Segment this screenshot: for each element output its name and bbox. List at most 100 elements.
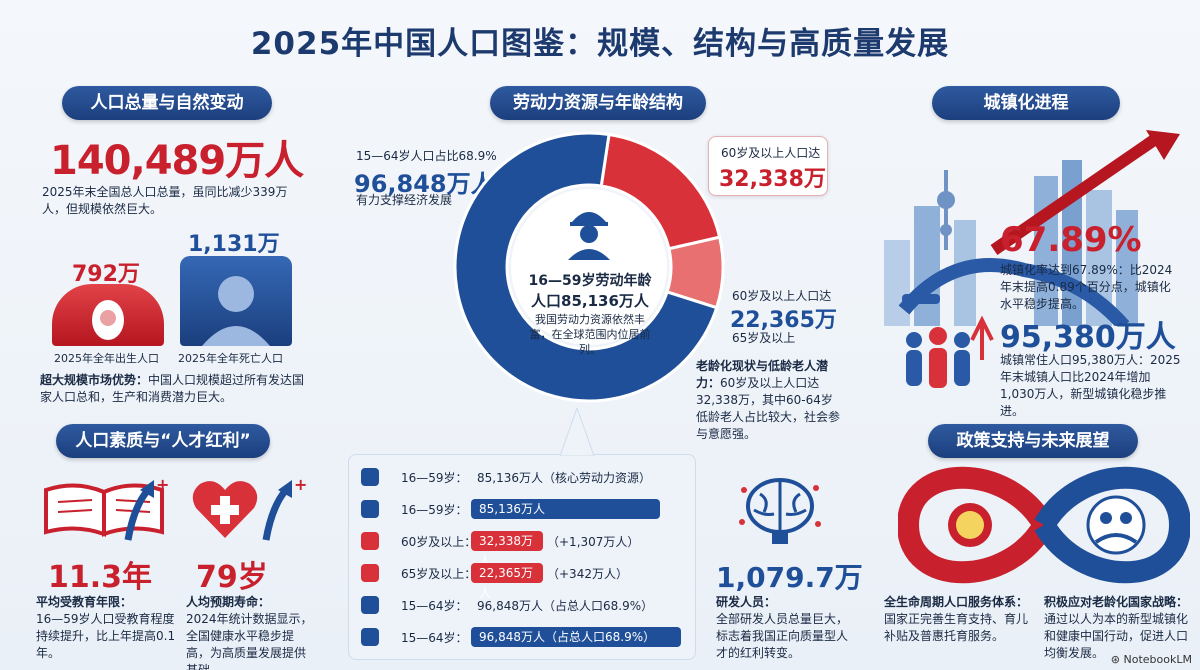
life-text: 人均预期寿命： 2024年统计数据显示，全国健康水平稳步提高，为高质量发展提供基… [186,594,316,670]
section-header-urban: 城镇化进程 [932,86,1120,120]
research-text: 研发人员： 全部研发人员总量巨大，标志着我国正向质量型人才的红利转变。 [716,594,856,662]
aged-65-label: 60岁及以上人口达 [732,289,832,303]
elder-icon [361,532,379,550]
page-title: 2025年中国人口图鉴：规模、结构与高质量发展 [250,26,950,62]
aged-60-label: 60岁及以上人口达 [721,146,821,160]
footer-brand-label: NotebookLM [1123,653,1192,666]
notebook-icon: ⊛ [1110,653,1124,666]
person-icon [202,276,270,346]
table-row: 16—59岁： 85,136万人（核心劳动力资源） [349,465,689,489]
table-row: 60岁及以上： 32,338万人 （+1,307万人） [349,529,689,568]
donut-center-desc: 我国劳动力资源依然丰富，在全球范围内位居前列。 [529,313,651,356]
labor-left-top: 15—64岁人口占比68.9% [356,149,497,163]
policy-right-desc: 通过以人为本的新型城镇化和健康中国行动，促进人口均衡发展。 [1044,612,1189,660]
brain-icon [739,478,821,544]
urbanization-rate-desc: 城镇化率达到67.89%：比2024年末提高0.89个百分点，城镇化水平稳步提高… [1000,263,1173,311]
policy-left-title: 全生命周期人口服务体系： [884,595,1029,609]
table-row-label: 15—64岁： [401,631,468,645]
total-population-desc: 2025年末全国总人口总量，虽同比减少339万人，但规模依然巨大。 [42,185,288,216]
total-population-value: 140,489万人 [50,138,304,184]
table-row: 15—64岁： 96,848万人（占总人口68.9%） [349,625,689,649]
section-header-policy: 政策支持与未来展望 [928,424,1138,458]
table-row-label: 65岁及以上： [401,567,477,581]
family-icon [361,596,379,614]
elder-icon [361,564,379,582]
donut-center [511,189,667,345]
aging-title: 老龄化现状与低龄老人潜力： [696,359,829,390]
life-title: 人均预期寿命： [186,595,271,609]
table-row-label: 60岁及以上： [401,535,477,549]
deaths-value: 1,131万 [188,232,280,257]
group-icon [361,628,379,646]
table-row-bar: 32,338万人 [471,531,543,568]
labor-left-value: 96,848万人 [354,170,495,198]
policy-right-text: 积极应对老龄化国家战略： 通过以人为本的新型城镇化和健康中国行动，促进人口均衡发… [1044,594,1194,662]
people-group-icon [906,315,994,388]
table-row-label: 16—59岁： [401,503,468,517]
urbanization-rate-value: 67.89% [1000,220,1142,260]
worker-icon [568,212,610,260]
city-skyline-illustration [884,130,1180,326]
births-value: 792万 [72,262,140,287]
section-header-population: 人口总量与自然变动 [62,86,272,120]
births-label: 2025年全年出生人口 [54,352,159,365]
aged-65-value: 22,365万 [730,308,837,333]
labor-left-desc: 有力支撑经济发展 [356,193,453,207]
worker-icon [361,500,379,518]
book-icon [44,483,164,537]
policy-right-title: 积极应对老龄化国家战略： [1044,595,1189,609]
market-desc: 中国人口规模超过所有发达国家人口总和，生产和消费潜力巨大。 [40,373,305,404]
policy-left-desc: 国家正完善生育支持、育儿补贴及普惠托育服务。 [884,612,1029,643]
life-expectancy-value: 79岁 [196,560,268,595]
aged-60-value: 32,338万 [719,167,826,192]
section-header-labor: 劳动力资源与年龄结构 [490,86,706,120]
labor-donut-chart [453,131,725,403]
table-row-label: 16—59岁： [401,471,468,485]
aged-60-callout: 60岁及以上人口达 32,338万 [708,136,828,196]
market-advantage: 超大规模市场优势：中国人口规模超过所有发达国家人口总和，生产和消费潜力巨大。 [40,372,310,406]
svg-text:+: + [156,476,169,494]
research-title: 研发人员： [716,595,777,609]
market-title: 超大规模市场优势： [40,373,149,387]
footer-brand: ⊛ NotebookLM [1111,653,1192,666]
births-block [52,284,164,346]
table-row-bar: 96,848万人（占总人口68.9%） [471,627,681,647]
donut-center-value: 人口85,136万人 [531,292,649,310]
life-desc: 2024年统计数据显示，全国健康水平稳步提高，为高质量发展提供基础。 [186,612,313,670]
infinity-policy-illustration [898,466,1190,584]
pointer-triangle [560,408,594,456]
deaths-label: 2025年全年死亡人口 [178,352,283,365]
deaths-block [180,256,292,346]
heart-icon [192,481,258,538]
education-text: 平均受教育年限： 16—59岁人口受教育程度持续提升，比上年提高0.1年。 [36,594,176,662]
education-years-value: 11.3年 [48,560,153,595]
donut-slice [453,131,719,403]
table-row-bar: 22,365万人 [471,563,543,600]
arrow-up-icon: + [124,476,169,541]
svg-text:+: + [294,476,307,494]
donut-center-title: 16—59岁劳动年龄 [528,273,652,289]
education-desc: 16—59岁人口受教育程度持续提升，比上年提高0.1年。 [36,612,176,660]
baby-icon [92,300,124,340]
research-desc: 全部研发人员总量巨大，标志着我国正向质量型人才的红利转变。 [716,612,849,660]
table-row-label: 15—64岁： [401,599,468,613]
table-row-value: 96,848万人（占总人口68.9%） [477,599,654,613]
group-icon [361,468,379,486]
aged-65-sub: 65岁及以上 [732,331,796,345]
table-row: 65岁及以上： 22,365万人 （+342万人） [349,561,689,600]
aging-desc: 60岁及以上人口达32,338万，其中60-64岁低龄老人占比较大，社会参与意愿… [696,376,841,441]
urban-population-desc: 城镇常住人口95,380万人：2025年末城镇人口比2024年增加1,030万人… [1000,353,1181,418]
section-header-quality: 人口素质与“人才红利” [56,424,270,458]
urban-population-value: 95,380万人 [1000,320,1176,355]
aging-text: 老龄化现状与低龄老人潜力：60岁及以上人口达32,338万，其中60-64岁低龄… [696,358,844,443]
table-row: 16—59岁： 85,136万人 [349,497,689,521]
arrow-up-icon: + [262,476,307,541]
table-row-extra: （+1,307万人） [547,535,640,549]
education-title: 平均受教育年限： [36,595,133,609]
policy-left-text: 全生命周期人口服务体系： 国家正完善生育支持、育儿补贴及普惠托育服务。 [884,594,1034,645]
table-row-value: 85,136万人（核心劳动力资源） [477,471,651,485]
table-row: 15—64岁： 96,848万人（占总人口68.9%） [349,593,689,617]
age-data-table: 16—59岁： 85,136万人（核心劳动力资源） 16—59岁： 85,136万人 6… [348,454,696,660]
table-row-bar: 85,136万人 [471,499,660,519]
table-row-extra: （+342万人） [547,567,628,581]
